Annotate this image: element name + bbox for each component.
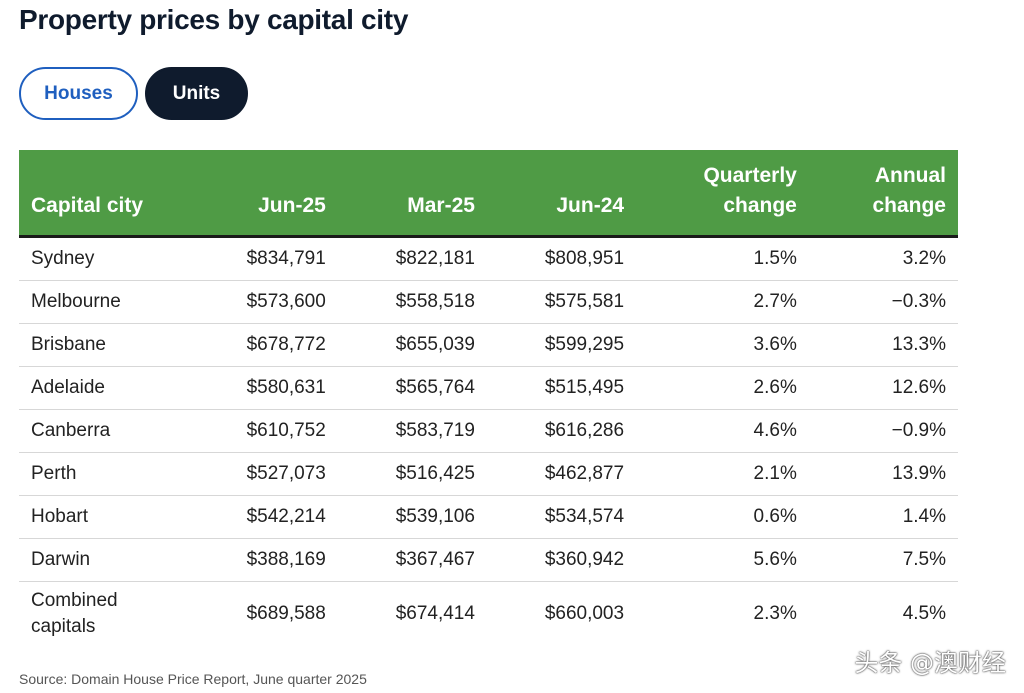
cell-city: Brisbane: [19, 323, 189, 367]
cell-jun-25: $834,791: [188, 236, 338, 281]
cell-quarterly-change: 1.5%: [636, 236, 809, 281]
cell-city: Combined capitals: [19, 581, 189, 646]
cell-mar-25: $558,518: [337, 280, 487, 324]
cell-quarterly-change: 4.6%: [636, 409, 809, 453]
cell-annual-change: 12.6%: [808, 366, 958, 410]
cell-city: Hobart: [19, 495, 189, 539]
cell-jun-25: $573,600: [188, 280, 338, 324]
cell-city: Melbourne: [19, 280, 189, 324]
cell-jun-24: $616,286: [486, 409, 637, 453]
cell-annual-change: −0.9%: [808, 409, 958, 453]
cell-jun-25: $527,073: [188, 452, 338, 496]
cell-quarterly-change: 2.1%: [636, 452, 809, 496]
cell-annual-change: −0.3%: [808, 280, 958, 324]
cell-mar-25: $565,764: [337, 366, 487, 410]
units-toggle-button[interactable]: Units: [145, 67, 248, 120]
cell-jun-24: $575,581: [486, 280, 637, 324]
header-mar-25: Mar-25: [337, 150, 487, 238]
cell-jun-25: $610,752: [188, 409, 338, 453]
cell-quarterly-change: 2.3%: [753, 602, 797, 624]
page-title: Property prices by capital city: [19, 4, 409, 35]
cell-city: Sydney: [19, 236, 189, 281]
cell-jun-25: $580,631: [188, 366, 338, 410]
cell-quarterly-change: 2.6%: [636, 366, 809, 410]
cell-mar-25: $516,425: [337, 452, 487, 496]
cell-jun-24: $534,574: [486, 495, 637, 539]
cell-mar-25: $674,414: [395, 602, 475, 624]
header-jun-25: Jun-25: [188, 150, 338, 238]
cell-jun-25: $689,588: [246, 602, 326, 624]
cell-mar-25: $367,467: [337, 538, 487, 582]
table-row: Canberra $610,752 $583,719 $616,286 4.6%…: [19, 409, 958, 453]
cell-annual-change: 1.4%: [808, 495, 958, 539]
header-quarterly-line1: Quarterly: [703, 163, 797, 187]
source-note: Source: Domain House Price Report, June …: [19, 671, 367, 687]
table-row: Brisbane $678,772 $655,039 $599,295 3.6%…: [19, 323, 958, 367]
cell-quarterly-change: 0.6%: [636, 495, 809, 539]
cell-jun-25: $388,169: [188, 538, 338, 582]
cell-annual-change: 7.5%: [808, 538, 958, 582]
cell-quarterly-change: 5.6%: [636, 538, 809, 582]
table-row: Melbourne $573,600 $558,518 $575,581 2.7…: [19, 280, 958, 324]
cell-jun-24: $360,942: [486, 538, 637, 582]
cell-mar-25: $655,039: [337, 323, 487, 367]
header-quarterly-line2: change: [723, 193, 797, 217]
header-annual-line2: change: [872, 193, 946, 217]
cell-mar-25: $583,719: [337, 409, 487, 453]
cell-city: Adelaide: [19, 366, 189, 410]
prices-table: Capital city Jun-25 Mar-25 Jun-24 Quarte…: [19, 150, 958, 646]
cell-annual-change: 3.2%: [808, 236, 958, 281]
header-annual-change: Annual change: [808, 150, 958, 238]
table-row: Sydney $834,791 $822,181 $808,951 1.5% 3…: [19, 236, 958, 281]
header-capital-city: Capital city: [19, 150, 189, 238]
cell-jun-24: $599,295: [486, 323, 637, 367]
table-row: Hobart $542,214 $539,106 $534,574 0.6% 1…: [19, 495, 958, 539]
cell-jun-24: $515,495: [486, 366, 637, 410]
header-jun-24: Jun-24: [486, 150, 637, 238]
table-row: Adelaide $580,631 $565,764 $515,495 2.6%…: [19, 366, 958, 410]
cell-city: Perth: [19, 452, 189, 496]
cell-jun-25: $542,214: [188, 495, 338, 539]
table-row: Perth $527,073 $516,425 $462,877 2.1% 13…: [19, 452, 958, 496]
cell-city-line2: capitals: [31, 615, 96, 637]
cell-annual-change: 4.5%: [902, 602, 946, 624]
cell-city-line1: Combined: [31, 589, 118, 611]
cell-jun-25: $678,772: [188, 323, 338, 367]
houses-toggle-button[interactable]: Houses: [19, 67, 138, 120]
cell-annual-change: 13.9%: [808, 452, 958, 496]
header-quarterly-change: Quarterly change: [636, 150, 809, 238]
cell-quarterly-change: 3.6%: [636, 323, 809, 367]
cell-mar-25: $822,181: [337, 236, 487, 281]
table-row-combined-capitals: Combined capitals $689,588 $674,414 $660…: [19, 581, 958, 646]
cell-jun-24: $808,951: [486, 236, 637, 281]
cell-jun-24: $660,003: [544, 602, 625, 624]
cell-quarterly-change: 2.7%: [636, 280, 809, 324]
cell-jun-24: $462,877: [486, 452, 637, 496]
cell-annual-change: 13.3%: [808, 323, 958, 367]
watermark: 头条 @澳财经: [854, 649, 1006, 677]
cell-city: Darwin: [19, 538, 189, 582]
cell-mar-25: $539,106: [337, 495, 487, 539]
header-annual-line1: Annual: [874, 163, 946, 187]
cell-city: Canberra: [19, 409, 189, 453]
table-row: Darwin $388,169 $367,467 $360,942 5.6% 7…: [19, 538, 958, 582]
table-header-row: Capital city Jun-25 Mar-25 Jun-24 Quarte…: [19, 150, 958, 238]
